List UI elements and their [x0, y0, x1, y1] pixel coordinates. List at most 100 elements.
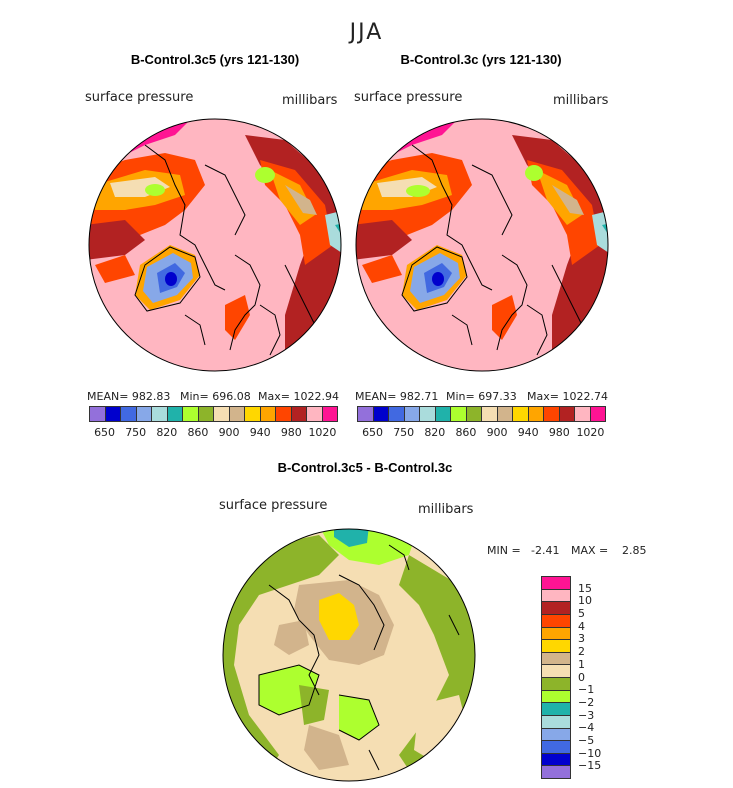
panel-2-colorbar-swatch: [389, 407, 405, 421]
panel-2-mean: MEAN= 982.71: [355, 390, 439, 403]
panel-3-min-label: MIN =: [487, 544, 521, 557]
panel-3-colorbar-tick-label: 15: [578, 581, 592, 595]
panel-1-colorbar-tick-label: 940: [249, 426, 271, 439]
panel-1-colorbar-swatch: [136, 407, 152, 421]
panel-3-colorbar-swatch: [542, 703, 570, 716]
panel-3-colorbar-swatch: [542, 766, 570, 778]
panel-1-colorbar-tick-label: 1020: [308, 426, 337, 439]
panel-1-variable: surface pressure: [85, 90, 194, 105]
panel-3-colorbar-swatch: [542, 640, 570, 653]
panel-3-variable: surface pressure: [219, 498, 328, 513]
panel-1-min: Min= 696.08: [180, 390, 251, 403]
panel-3-colorbar-swatch: [542, 602, 570, 615]
panel-2-colorbar-tick-label: 750: [393, 426, 415, 439]
panel-3-colorbar-tick-label: 1: [578, 657, 585, 671]
panel-1-colorbar-tick-label: 980: [280, 426, 302, 439]
panel-1-colorbar-swatch: [276, 407, 292, 421]
panel-1-colorbar: [89, 406, 338, 422]
panel-1-colorbar-tick-label: 750: [125, 426, 147, 439]
panel-1-colorbar-swatch: [245, 407, 261, 421]
panel-3-colorbar: [541, 576, 571, 779]
panel-2-colorbar-tick-label: 900: [486, 426, 508, 439]
panel-2-colorbar-swatch: [466, 407, 482, 421]
panel-3-colorbar-swatch: [542, 728, 570, 742]
panel-2-colorbar-swatch: [590, 407, 605, 421]
panel-1-colorbar-swatch: [90, 407, 106, 421]
panel-3-colorbar-swatch: [542, 678, 570, 691]
panel-2-colorbar: [357, 406, 606, 422]
panel-2-colorbar-tick-label: 940: [517, 426, 539, 439]
panel-2-colorbar-swatch: [497, 407, 513, 421]
panel-3-colorbar-swatch: [542, 614, 570, 628]
panel-2-min: Min= 697.33: [446, 390, 517, 403]
panel-1-colorbar-swatch: [183, 407, 199, 421]
panel-2-variable: surface pressure: [354, 90, 463, 105]
panel-1-colorbar-swatch: [105, 407, 121, 421]
panel-2-colorbar-tick-label: 1020: [576, 426, 605, 439]
panel-2-colorbar-swatch: [373, 407, 389, 421]
panel-3-colorbar-tick-label: −4: [578, 721, 595, 735]
panel-1-colorbar-swatch: [121, 407, 137, 421]
panel-2-units: millibars: [553, 93, 609, 108]
panel-2-colorbar-swatch: [575, 407, 591, 421]
panel-2-colorbar-swatch: [435, 407, 451, 421]
panel-1-max: Max= 1022.94: [258, 390, 339, 403]
panel-2-colorbar-swatch: [451, 407, 467, 421]
panel-1-colorbar-tick-label: 820: [156, 426, 178, 439]
figure-title: JJA: [349, 20, 384, 45]
panel-3-colorbar-tick-label: 10: [578, 594, 592, 608]
panel-2-polar-map: [355, 118, 609, 372]
panel-1-colorbar-tick-label: 650: [94, 426, 116, 439]
panel-3-min-value: -2.41: [531, 544, 560, 557]
panel-1-colorbar-swatch: [322, 407, 337, 421]
panel-1-colorbar-swatch: [307, 407, 323, 421]
panel-2-colorbar-swatch: [420, 407, 436, 421]
panel-3-max-label: MAX =: [571, 544, 609, 557]
panel-2-colorbar-swatch: [544, 407, 560, 421]
panel-1-colorbar-swatch: [260, 407, 276, 421]
panel-2-colorbar-swatch: [482, 407, 498, 421]
panel-1-colorbar-swatch: [167, 407, 183, 421]
panel-2-colorbar-tick-label: 650: [362, 426, 384, 439]
panel-1-colorbar-tick-label: 900: [218, 426, 240, 439]
panel-1-title: B-Control.3c5 (yrs 121-130): [130, 52, 300, 67]
panel-2-colorbar-swatch: [358, 407, 374, 421]
panel-3-colorbar-tick-label: −1: [578, 683, 595, 697]
panel-1-polar-map: [88, 118, 342, 372]
panel-3-max-value: 2.85: [622, 544, 647, 557]
panel-3-colorbar-tick-label: 4: [578, 619, 585, 633]
panel-1-colorbar-swatch: [198, 407, 214, 421]
panel-3-units: millibars: [418, 502, 474, 517]
panel-1-colorbar-swatch: [229, 407, 245, 421]
panel-3-colorbar-tick-label: −15: [578, 759, 602, 773]
panel-2-colorbar-tick-label: 860: [455, 426, 477, 439]
panel-3-colorbar-swatch: [542, 753, 570, 767]
panel-3-colorbar-swatch: [542, 589, 570, 603]
panel-1-colorbar-swatch: [291, 407, 307, 421]
panel-3-colorbar-swatch: [542, 627, 570, 641]
panel-3-colorbar-tick-label: −3: [578, 708, 595, 722]
panel-3-colorbar-tick-label: 2: [578, 645, 585, 659]
panel-3-polar-map: [222, 528, 476, 782]
panel-2-colorbar-swatch: [513, 407, 529, 421]
panel-3-colorbar-tick-label: 3: [578, 632, 585, 646]
panel-2-max: Max= 1022.74: [527, 390, 608, 403]
panel-1-mean: MEAN= 982.83: [87, 390, 171, 403]
panel-1-colorbar-swatch: [152, 407, 168, 421]
panel-3-title: B-Control.3c5 - B-Control.3c: [277, 460, 453, 475]
panel-2-colorbar-tick-label: 820: [424, 426, 446, 439]
panel-3-colorbar-swatch: [542, 577, 570, 590]
panel-3-colorbar-tick-label: −5: [578, 733, 595, 747]
panel-2-title: B-Control.3c (yrs 121-130): [400, 52, 562, 67]
panel-3-colorbar-swatch: [542, 715, 570, 729]
panel-2-colorbar-swatch: [404, 407, 420, 421]
panel-3-colorbar-tick-label: −10: [578, 746, 602, 760]
panel-1-units: millibars: [282, 93, 338, 108]
panel-3-colorbar-swatch: [542, 690, 570, 704]
panel-2-colorbar-swatch: [559, 407, 575, 421]
panel-1-colorbar-swatch: [214, 407, 230, 421]
panel-1-colorbar-tick-label: 860: [187, 426, 209, 439]
panel-2-colorbar-swatch: [528, 407, 544, 421]
panel-3-colorbar-swatch: [542, 741, 570, 754]
panel-3-colorbar-tick-label: 5: [578, 607, 585, 621]
